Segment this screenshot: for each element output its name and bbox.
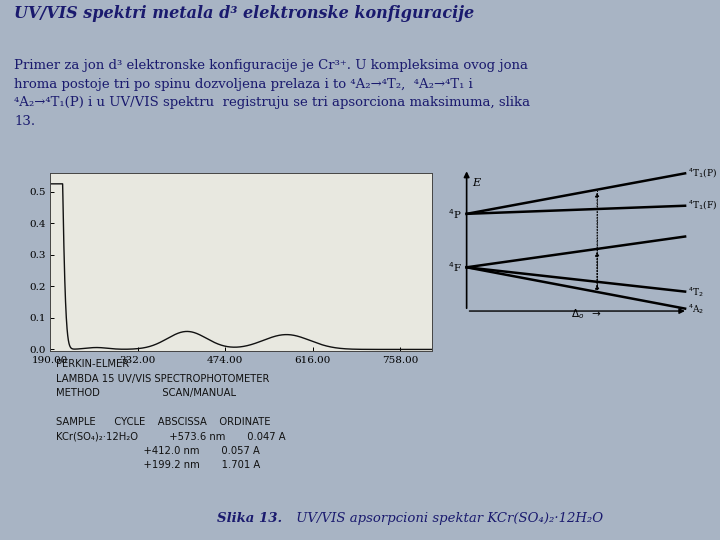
- Text: $^4$T$_1$(F): $^4$T$_1$(F): [688, 199, 717, 212]
- Text: E: E: [472, 178, 480, 188]
- Text: Primer za jon d³ elektronske konfiguracije je Cr³⁺. U kompleksima ovog jona
hrom: Primer za jon d³ elektronske konfiguraci…: [14, 59, 531, 128]
- Text: Slika 13.: Slika 13.: [217, 512, 282, 525]
- Text: $^4$T$_2$: $^4$T$_2$: [688, 285, 703, 299]
- Text: $^4$A$_2$: $^4$A$_2$: [688, 302, 704, 315]
- Text: $^4$T$_1$(P): $^4$T$_1$(P): [688, 167, 717, 180]
- Text: PERKIN-ELMER
LAMBDA 15 UV/VIS SPECTROPHOTOMETER
METHOD                    SCAN/M: PERKIN-ELMER LAMBDA 15 UV/VIS SPECTROPHO…: [55, 359, 285, 470]
- Text: $^4$F: $^4$F: [448, 260, 462, 274]
- Text: $\Delta_o$  $\rightarrow$: $\Delta_o$ $\rightarrow$: [570, 307, 601, 321]
- Text: $^4$P: $^4$P: [448, 207, 462, 221]
- Text: UV/VIS spektri metala d³ elektronske konfiguracije: UV/VIS spektri metala d³ elektronske kon…: [14, 5, 474, 22]
- Text: UV/VIS apsorpcioni spektar KCr(SO₄)₂·12H₂O: UV/VIS apsorpcioni spektar KCr(SO₄)₂·12H…: [292, 512, 603, 525]
